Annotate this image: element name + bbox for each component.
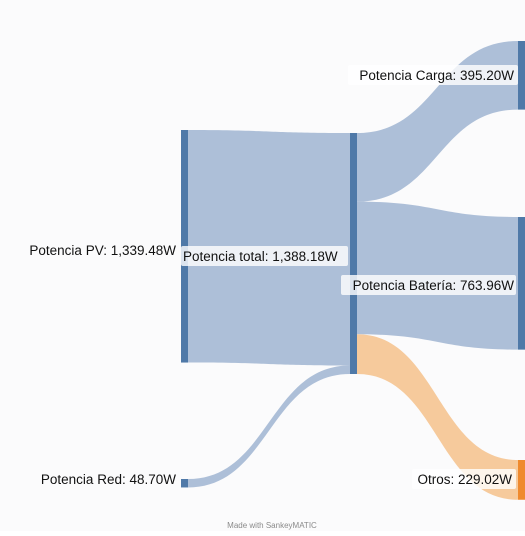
node-bateria (518, 217, 525, 350)
footer-credit: Made with SankeyMATIC (227, 521, 317, 530)
label-carga: Potencia Carga: 395.20W (359, 68, 514, 83)
label-pv: Potencia PV: 1,339.48W (29, 243, 176, 258)
label-bg-total (181, 246, 348, 266)
flow-red-to-total (188, 365, 350, 488)
label-bateria: Potencia Batería: 763.96W (353, 278, 515, 293)
node-otros (518, 460, 525, 500)
label-bg-otros (412, 469, 516, 489)
label-red: Potencia Red: 48.70W (41, 472, 176, 487)
flow-total-to-otros (357, 334, 518, 500)
label-bg-carga (348, 65, 518, 85)
node-total (350, 133, 357, 374)
node-red (181, 479, 188, 488)
node-carga (518, 41, 525, 110)
label-bg-bateria (341, 275, 516, 295)
label-total: Potencia total: 1,388.18W (183, 249, 338, 264)
label-otros: Otros: 229.02W (417, 472, 512, 487)
